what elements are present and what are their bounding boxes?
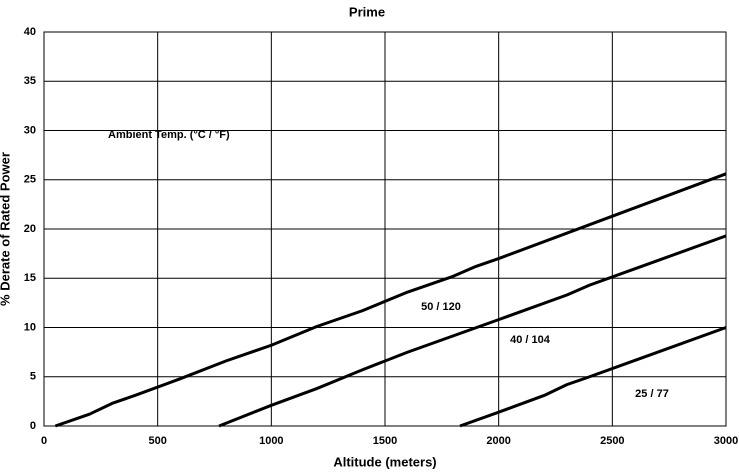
y-tick-label: 15 (24, 272, 36, 284)
series-line (218, 234, 727, 428)
x-tick-label: 1000 (259, 435, 283, 447)
y-tick-label: 30 (24, 124, 36, 136)
x-tick-label: 500 (148, 435, 166, 447)
series-label: 40 / 104 (510, 334, 551, 346)
series-label: 50 / 120 (421, 301, 461, 313)
x-tick-label: 1500 (373, 435, 397, 447)
y-tick-label: 35 (24, 75, 36, 87)
series-line (54, 172, 727, 428)
series-label: 25 / 77 (635, 388, 669, 400)
y-tick-label: 25 (24, 174, 36, 186)
x-tick-label: 2500 (600, 435, 624, 447)
y-tick-label: 0 (30, 420, 36, 432)
y-tick-label: 20 (24, 223, 36, 235)
chart-title: Prime (349, 4, 385, 19)
y-tick-label: 40 (24, 26, 36, 38)
x-tick-label: 3000 (714, 435, 738, 447)
x-tick-label: 0 (41, 435, 47, 447)
x-tick-label: 2000 (486, 435, 510, 447)
x-axis-title: Altitude (meters) (333, 454, 436, 469)
annotation: Ambient Temp. (°C / °F) (108, 129, 230, 141)
y-axis-title: % Derate of Rated Power (0, 152, 12, 306)
series-line (459, 326, 727, 428)
plot-border (43, 31, 727, 427)
y-tick-label: 5 (30, 371, 36, 383)
y-tick-label: 10 (24, 321, 36, 333)
